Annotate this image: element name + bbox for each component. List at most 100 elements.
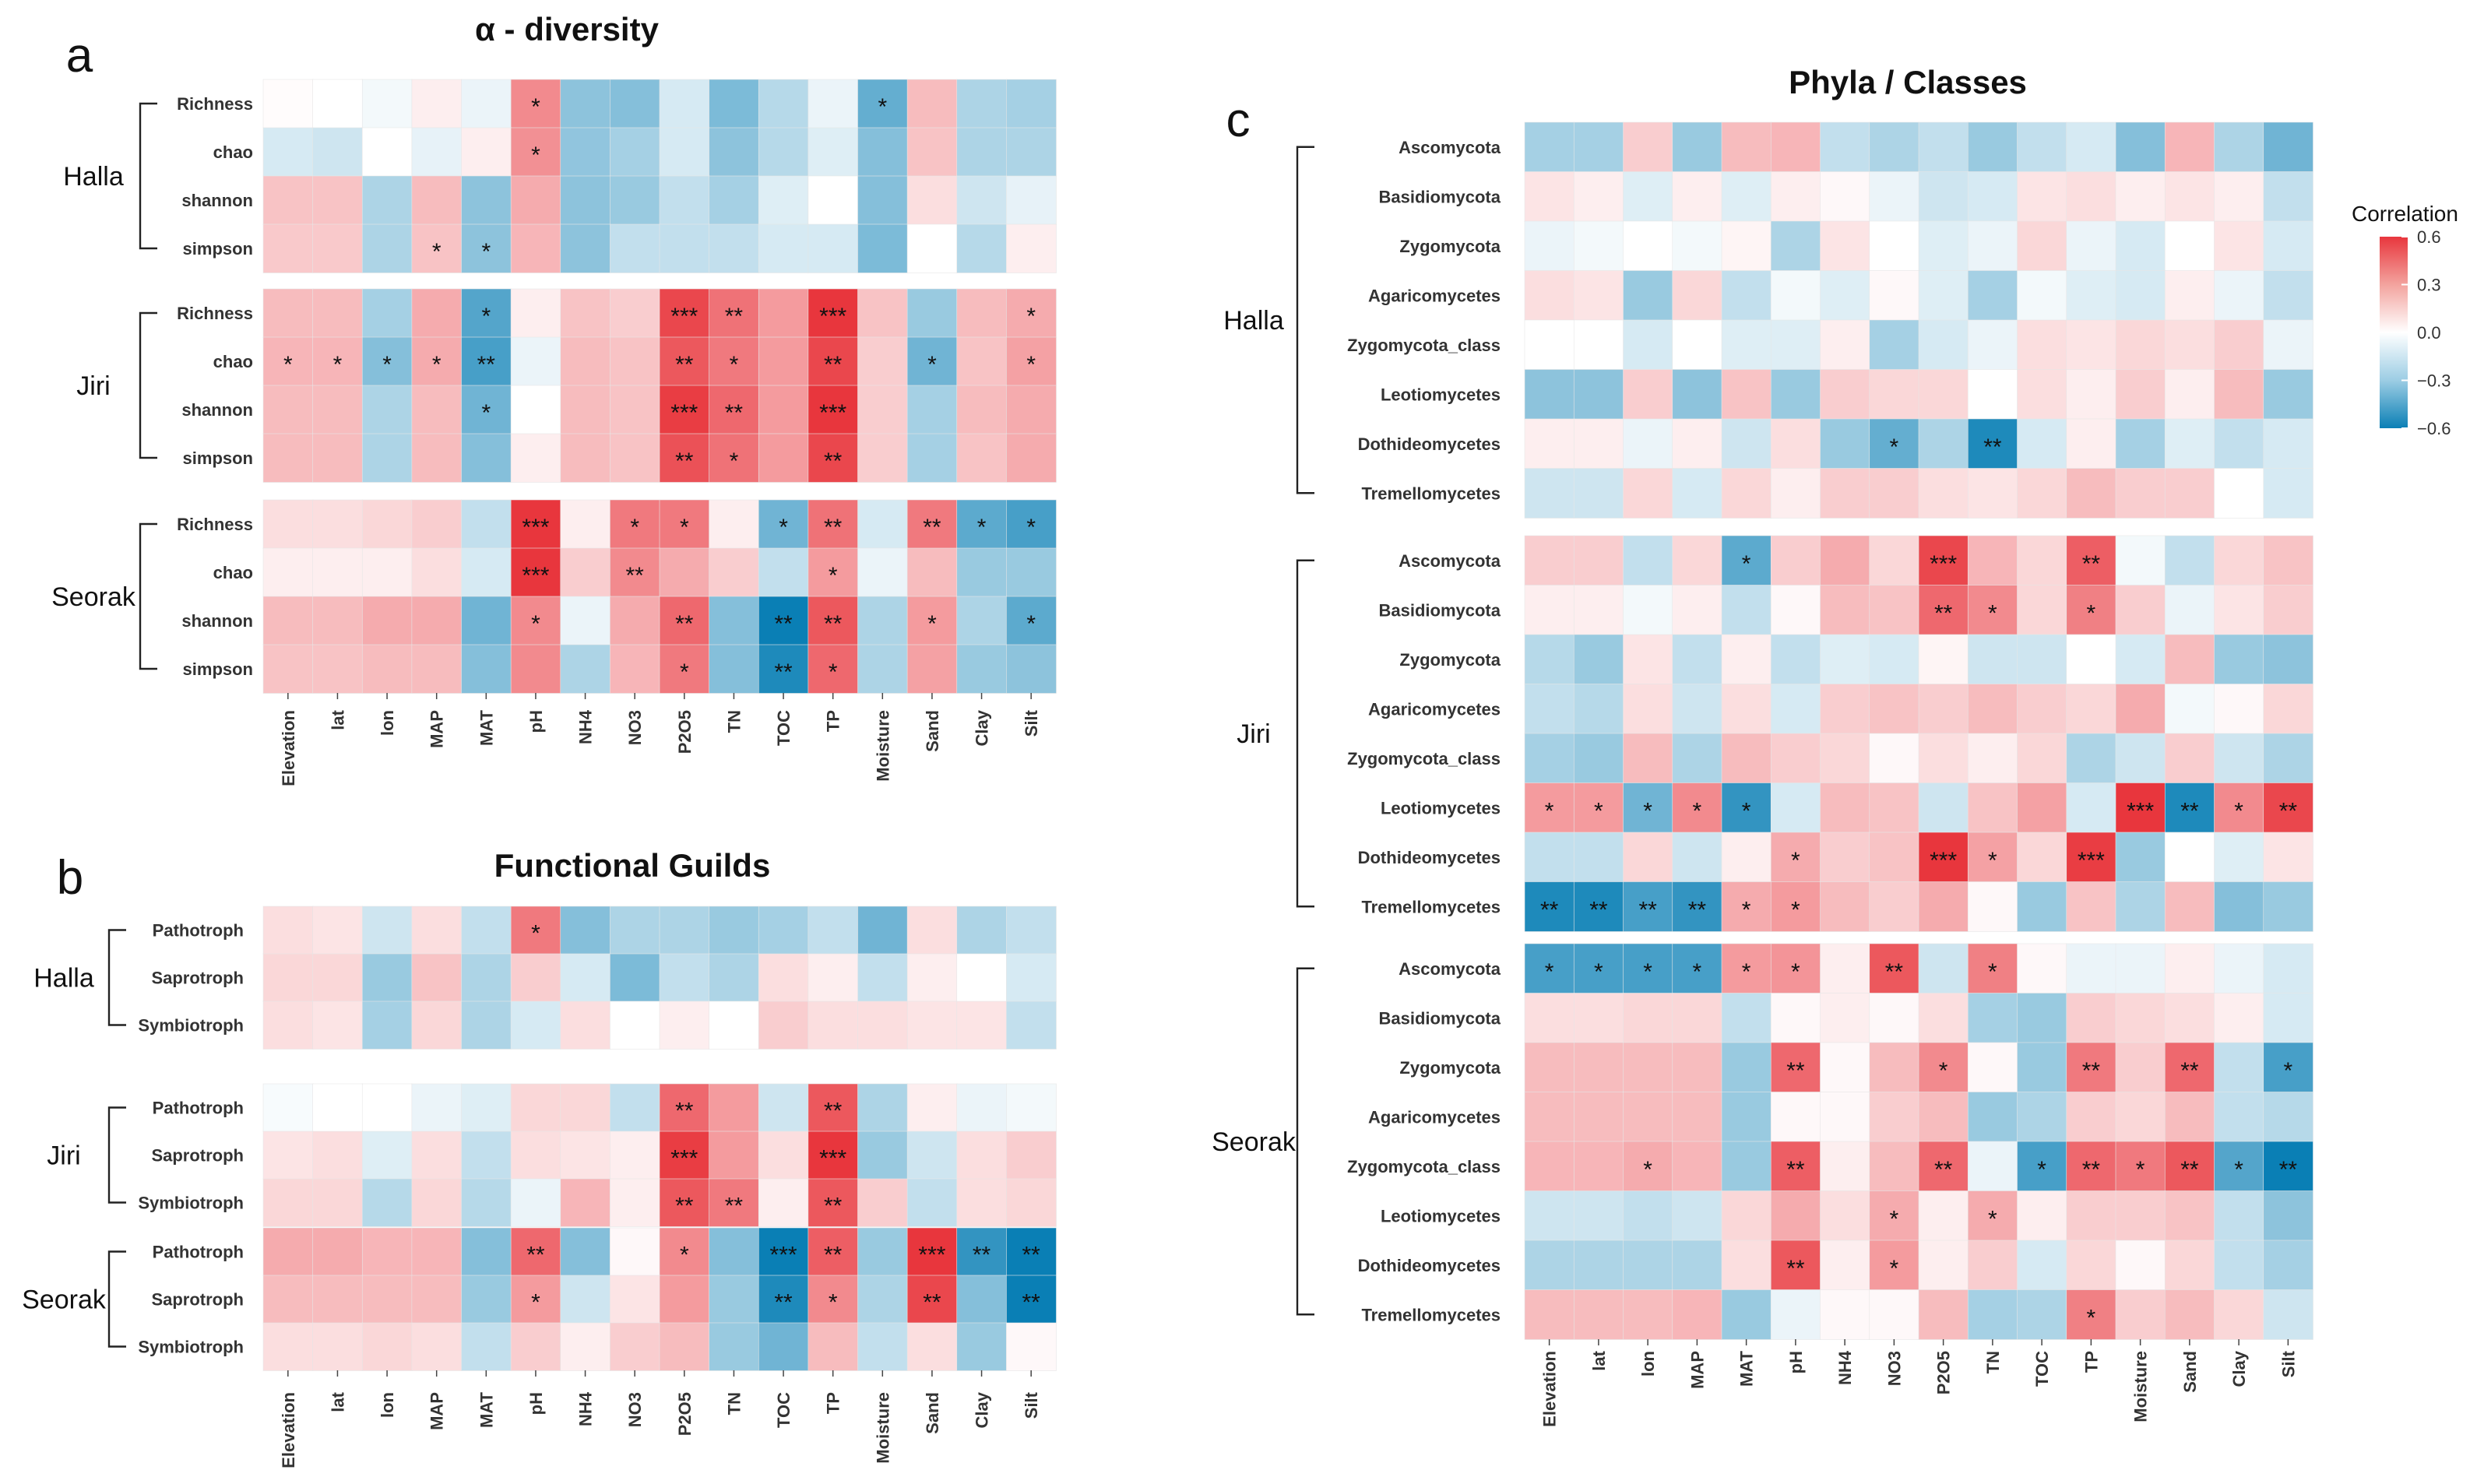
heatmap-cell [560, 223, 611, 273]
heatmap-cell [1573, 121, 1624, 173]
heatmap-cell [1869, 369, 1919, 420]
heatmap-cell [312, 1322, 364, 1371]
heatmap-cell [659, 336, 710, 386]
heatmap-cell [361, 385, 413, 434]
heatmap-cell [906, 906, 958, 955]
heatmap-cell [2263, 832, 2313, 883]
significance-mark: * [2234, 1157, 2243, 1183]
heatmap-cell [1623, 585, 1673, 635]
heatmap-cell [1869, 418, 1919, 469]
significance-mark: *** [670, 400, 698, 426]
heatmap-cell [956, 1131, 1008, 1180]
heatmap-cell [758, 433, 809, 483]
significance-mark: * [1594, 798, 1603, 824]
heatmap-cell [1820, 782, 1870, 833]
heatmap-cell [2115, 684, 2166, 734]
heatmap-cell [2017, 1141, 2067, 1192]
heatmap-cell [1006, 953, 1057, 1002]
significance-mark: ** [1934, 1157, 1953, 1183]
heatmap-cell [1573, 1240, 1624, 1291]
significance-mark: * [1026, 515, 1036, 540]
heatmap-cell [560, 127, 611, 177]
significance-mark: * [1890, 434, 1899, 460]
significance-mark: * [1742, 897, 1751, 923]
x-tick-label: Clay [973, 1391, 992, 1428]
heatmap-cell [610, 385, 660, 434]
heatmap-cell [411, 953, 463, 1002]
significance-mark: * [1594, 959, 1603, 985]
heatmap-cell [2164, 943, 2215, 994]
significance-mark: * [481, 304, 491, 329]
heatmap-cell [1918, 1141, 1969, 1192]
heatmap-cell [1869, 585, 1919, 635]
legend-tick-label: 0.0 [2417, 323, 2441, 343]
legend-tick-label: −0.6 [2417, 419, 2451, 438]
heatmap-cell [1918, 1240, 1969, 1291]
heatmap-cell [312, 1131, 364, 1180]
x-tick-label: Clay [973, 709, 992, 746]
significance-mark: *** [1930, 848, 1957, 874]
row-label: Tremellomycetes [1361, 484, 1501, 503]
heatmap-cell [1573, 171, 1624, 222]
heatmap-cell [610, 1000, 660, 1050]
heatmap-cell [758, 906, 809, 955]
significance-mark: ** [1786, 1157, 1805, 1183]
heatmap-cell [857, 1131, 908, 1180]
heatmap-cell [2066, 121, 2116, 173]
heatmap-cell [2017, 1190, 2067, 1241]
heatmap-cell [262, 1000, 314, 1050]
heatmap-cell [510, 1131, 561, 1180]
group-label: Halla [33, 964, 94, 993]
significance-mark: * [432, 352, 442, 378]
heatmap-cell [2017, 270, 2067, 321]
x-tick-label: MAT [477, 709, 496, 746]
heatmap-cell [709, 223, 760, 273]
heatmap-cell [2017, 585, 2067, 635]
heatmap-cell [361, 433, 413, 483]
heatmap-cell [1770, 468, 1821, 519]
heatmap-cell [1672, 121, 1722, 173]
heatmap-cell [1770, 1240, 1821, 1291]
heatmap-cell [2017, 319, 2067, 371]
heatmap-cell [2115, 993, 2166, 1043]
heatmap-cell [2115, 220, 2166, 272]
heatmap-cell [1623, 1042, 1673, 1093]
significance-mark: *** [819, 1146, 846, 1172]
heatmap-cell [560, 953, 611, 1002]
heatmap-cell [560, 175, 611, 225]
heatmap-cell [758, 336, 809, 386]
x-tick-label: pH [526, 1392, 546, 1415]
heatmap-cell [1967, 684, 2018, 734]
heatmap-cell [2263, 171, 2313, 222]
row-label: chao [213, 563, 253, 582]
significance-mark: * [1988, 848, 1997, 874]
heatmap-cell [1967, 782, 2018, 833]
significance-mark: * [977, 515, 987, 540]
heatmap-cell [1006, 596, 1057, 645]
heatmap-cell [1918, 881, 1969, 932]
heatmap-cell [1770, 1092, 1821, 1142]
heatmap-cell [1967, 220, 2018, 272]
significance-mark: * [1026, 304, 1036, 329]
heatmap-cell [1770, 733, 1821, 784]
panel-letter: a [66, 29, 93, 83]
heatmap-cell [2115, 585, 2166, 635]
heatmap-cell [1573, 684, 1624, 734]
row-label: Symbiotroph [138, 1338, 244, 1357]
significance-mark: ** [1022, 1243, 1041, 1268]
heatmap-cell [262, 79, 314, 128]
heatmap-cell [1672, 418, 1722, 469]
heatmap-cell [2066, 1240, 2116, 1291]
heatmap-cell [361, 547, 413, 597]
significance-mark: * [1890, 1206, 1899, 1232]
heatmap-cell [857, 223, 908, 273]
heatmap-cell [1672, 881, 1722, 932]
heatmap-cell [1770, 1289, 1821, 1340]
heatmap-cell [461, 1083, 512, 1132]
heatmap-cell [411, 175, 463, 225]
heatmap-cell [1524, 832, 1575, 883]
heatmap-cell [610, 223, 660, 273]
heatmap-cell [312, 499, 364, 549]
heatmap-cell [807, 953, 859, 1002]
heatmap-cell [560, 79, 611, 128]
